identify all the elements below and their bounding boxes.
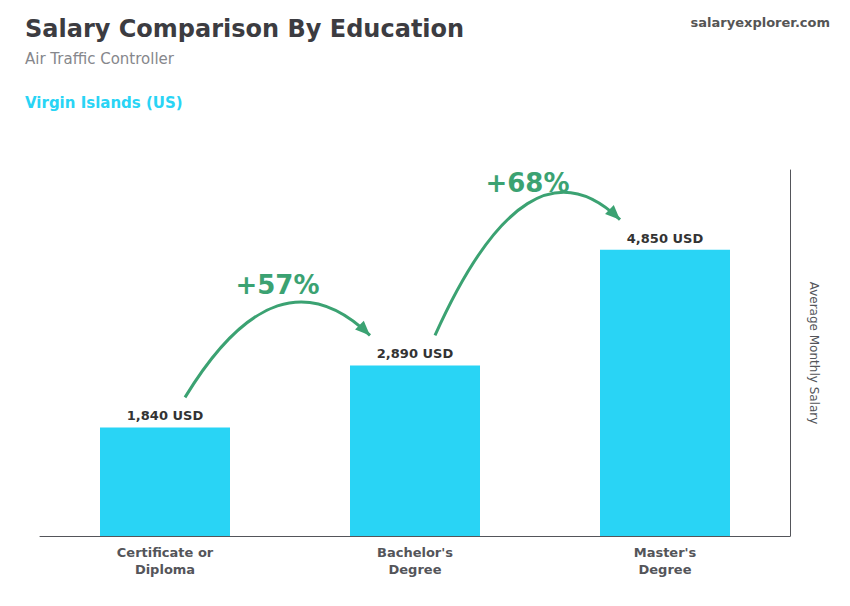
svg-text:Degree: Degree bbox=[389, 562, 442, 577]
svg-text:salaryexplorer.com: salaryexplorer.com bbox=[691, 15, 830, 30]
svg-text:Certificate or: Certificate or bbox=[117, 545, 214, 560]
svg-text:Salary Comparison By Education: Salary Comparison By Education bbox=[25, 15, 464, 43]
svg-text:Bachelor's: Bachelor's bbox=[377, 545, 453, 560]
svg-text:Virgin Islands (US): Virgin Islands (US) bbox=[25, 94, 183, 112]
svg-text:2,890 USD: 2,890 USD bbox=[377, 346, 454, 361]
svg-text:+57%: +57% bbox=[235, 270, 319, 300]
svg-text:Degree: Degree bbox=[639, 562, 692, 577]
svg-text:Air Traffic Controller: Air Traffic Controller bbox=[25, 50, 175, 68]
svg-text:Master's: Master's bbox=[634, 545, 697, 560]
svg-text:Diploma: Diploma bbox=[135, 562, 195, 577]
svg-text:4,850 USD: 4,850 USD bbox=[627, 231, 704, 246]
svg-text:+68%: +68% bbox=[485, 168, 569, 198]
svg-text:1,840 USD: 1,840 USD bbox=[127, 408, 204, 423]
svg-text:Average Monthly Salary: Average Monthly Salary bbox=[807, 282, 821, 425]
